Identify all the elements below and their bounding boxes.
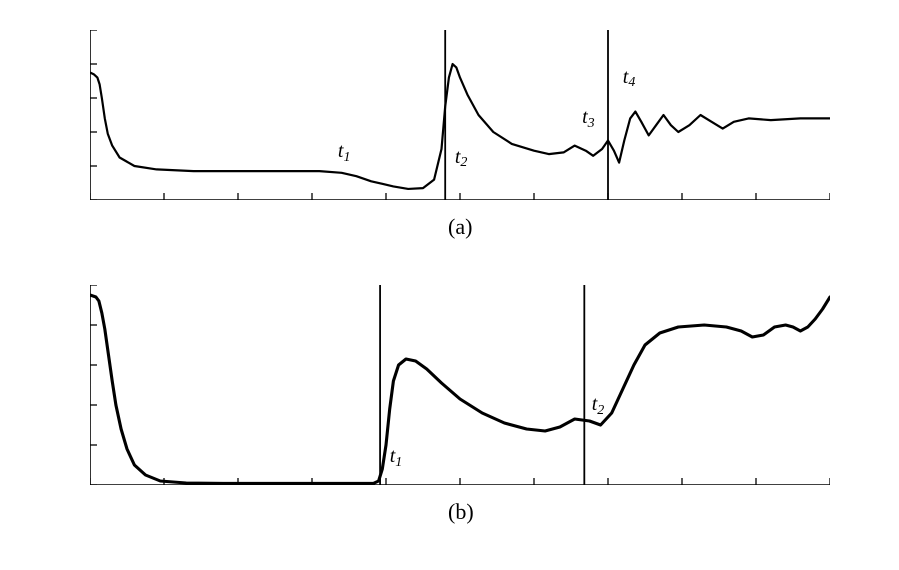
axis	[90, 30, 830, 200]
chart-svg-b	[90, 285, 830, 485]
data-curve	[90, 295, 830, 483]
chart-panel-b	[90, 285, 830, 485]
data-curve	[90, 64, 830, 189]
chart-svg-a	[90, 30, 830, 200]
caption-a: (a)	[448, 214, 472, 240]
time-label-t3: t3	[582, 106, 595, 129]
figure-root: { "figure": { "background_color": "#ffff…	[0, 0, 899, 570]
caption-b: (b)	[448, 499, 474, 525]
time-label-t1: t1	[338, 140, 351, 163]
time-label-t1: t1	[390, 445, 403, 468]
axis	[90, 285, 830, 485]
time-label-t4: t4	[623, 66, 636, 89]
time-label-t2: t2	[455, 146, 468, 169]
time-label-t2: t2	[592, 393, 605, 416]
chart-panel-a	[90, 30, 830, 200]
